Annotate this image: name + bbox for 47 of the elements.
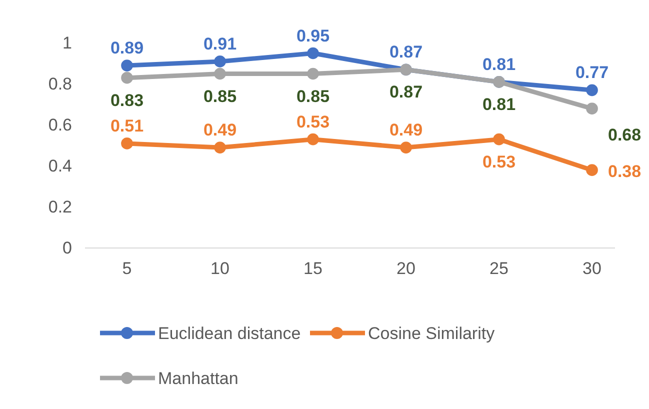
data-label: 0.95 <box>296 26 330 46</box>
x-tick-label: 25 <box>490 259 508 278</box>
point <box>214 68 226 80</box>
point <box>586 84 598 96</box>
data-label: 0.53 <box>482 152 516 172</box>
data-label: 0.85 <box>296 86 330 106</box>
point <box>307 133 319 146</box>
point <box>400 142 412 154</box>
point <box>214 142 226 154</box>
y-tick-label: 1 <box>62 33 72 52</box>
data-label: 0.38 <box>608 162 642 182</box>
y-tick-label: 0.8 <box>48 74 72 94</box>
data-label: 0.68 <box>608 126 642 145</box>
data-label: 0.81 <box>482 54 516 74</box>
legend-label: Cosine Similarity <box>368 324 496 343</box>
point <box>214 56 226 68</box>
data-label: 0.87 <box>389 42 423 62</box>
x-tick-label: 5 <box>122 259 132 278</box>
data-label: 0.91 <box>203 34 237 54</box>
data-label: 0.49 <box>203 120 237 140</box>
y-tick-label: 0.2 <box>48 197 72 216</box>
point <box>307 68 319 80</box>
x-tick-label: 30 <box>582 259 602 278</box>
data-label: 0.77 <box>575 63 609 82</box>
data-label: 0.87 <box>389 82 423 102</box>
data-label: 0.83 <box>110 90 144 110</box>
y-tick-label: 0 <box>62 238 72 258</box>
x-tick-label: 15 <box>304 259 322 278</box>
point <box>121 60 133 72</box>
point <box>586 164 598 176</box>
legend-label: Manhattan <box>158 369 238 388</box>
data-label: 0.53 <box>296 112 330 132</box>
point <box>121 138 133 150</box>
point <box>307 47 319 60</box>
y-tick-label: 0.6 <box>48 115 72 134</box>
data-label: 0.49 <box>389 120 423 140</box>
point <box>586 102 598 115</box>
data-label: 0.51 <box>110 116 144 136</box>
legend-label: Euclidean distance <box>158 324 301 343</box>
point <box>121 72 133 84</box>
x-tick-label: 10 <box>210 259 230 278</box>
data-label: 0.85 <box>203 86 237 106</box>
data-label: 0.89 <box>110 38 144 58</box>
data-label: 0.81 <box>482 94 516 114</box>
point <box>493 133 505 146</box>
x-tick-label: 20 <box>396 259 416 278</box>
y-tick-label: 0.4 <box>48 156 72 176</box>
